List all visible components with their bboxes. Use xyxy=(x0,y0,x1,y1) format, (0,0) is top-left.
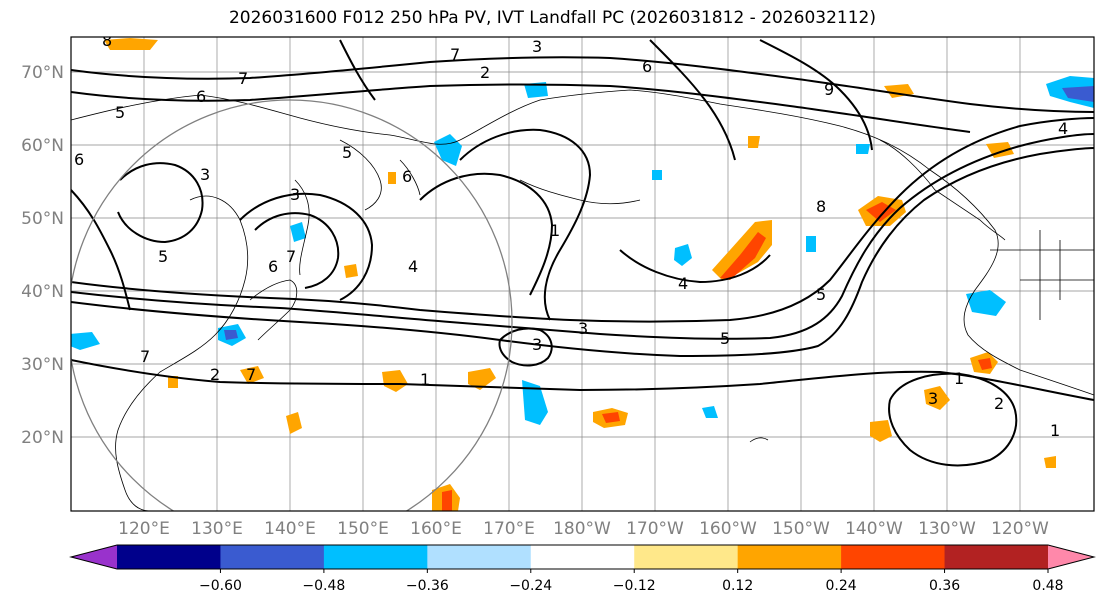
map-background xyxy=(71,37,1094,511)
contour-label: 4 xyxy=(408,257,418,276)
colorbar-tick-label: −0.48 xyxy=(302,578,345,594)
contour-label: 2 xyxy=(210,365,220,384)
map-border xyxy=(70,36,1095,512)
contour-label: 6 xyxy=(402,167,412,186)
lon-label: 130°W xyxy=(918,519,976,539)
contour-label: 7 xyxy=(140,347,150,366)
lat-label: 20°N xyxy=(21,428,64,448)
contour-label: 1 xyxy=(550,221,560,240)
colorbar-cell xyxy=(634,545,739,569)
colorbar-cell xyxy=(323,545,428,569)
lat-label: 40°N xyxy=(21,282,64,302)
contour-label: 1 xyxy=(1050,421,1060,440)
contour-label: 5 xyxy=(720,329,730,348)
colorbar-cell xyxy=(427,545,532,569)
colorbar-cell xyxy=(944,545,1049,569)
colorbar: −0.60 −0.48 −0.36 −0.24 −0.12 0.12 0.24 0.36 0.4… xyxy=(69,544,1096,594)
contour-label: 1 xyxy=(420,370,430,389)
pv-contours xyxy=(71,39,1094,467)
lon-label: 170°E xyxy=(483,519,535,539)
contour-label: 3 xyxy=(578,319,588,338)
colorbar-extend-high xyxy=(1048,545,1094,569)
ivt-shading xyxy=(71,38,1094,511)
lon-label: 160°W xyxy=(699,519,757,539)
longitude-labels: 120°E 130°E 140°E 150°E 160°E 170°E 180°… xyxy=(118,519,1049,539)
lon-label: 130°E xyxy=(191,519,243,539)
colorbar-tick-label: −0.36 xyxy=(406,578,449,594)
lon-label: 170°W xyxy=(626,519,684,539)
contour-label: 3 xyxy=(532,37,542,56)
lat-label: 60°N xyxy=(21,136,64,156)
lat-label: 50°N xyxy=(21,209,64,229)
contour-label: 8 xyxy=(816,197,826,216)
contour-label: 3 xyxy=(532,335,542,354)
contour-label: 8 xyxy=(102,31,112,50)
lon-label: 120°E xyxy=(118,519,170,539)
colorbar-cell xyxy=(220,545,325,569)
colorbar-tick-label: −0.24 xyxy=(509,578,552,594)
colorbar-cell xyxy=(530,545,635,569)
contour-label: 2 xyxy=(480,63,490,82)
contour-label: 6 xyxy=(268,257,278,276)
contour-label: 6 xyxy=(642,57,652,76)
contour-label: 7 xyxy=(246,365,256,384)
contour-labels: 8 7 6 5 6 5 3 7 6 3 5 6 2 3 3 7 6 9 4 8 … xyxy=(74,31,1068,440)
colorbar-tick-label: −0.60 xyxy=(199,578,242,594)
lat-label: 30°N xyxy=(21,355,64,375)
contour-label: 3 xyxy=(290,185,300,204)
contour-label: 5 xyxy=(342,143,352,162)
contour-label: 6 xyxy=(196,87,206,106)
lon-label: 180°W xyxy=(553,519,611,539)
colorbar-tick-label: 0.36 xyxy=(929,578,960,594)
lon-label: 150°E xyxy=(337,519,389,539)
colorbar-cell xyxy=(737,545,842,569)
colorbar-outline xyxy=(69,544,1096,570)
contour-label: 9 xyxy=(824,80,834,99)
lon-label: 140°E xyxy=(264,519,316,539)
contour-label: 7 xyxy=(286,247,296,266)
contour-label: 1 xyxy=(954,369,964,388)
lat-label: 70°N xyxy=(21,63,64,83)
colorbar-tick-label: −0.12 xyxy=(613,578,656,594)
contour-label: 5 xyxy=(816,285,826,304)
contour-label: 7 xyxy=(450,45,460,64)
gridlines xyxy=(71,37,1094,511)
lon-label: 150°W xyxy=(772,519,830,539)
colorbar-tick-label: 0.12 xyxy=(722,578,753,594)
contour-label: 4 xyxy=(1058,119,1068,138)
contour-label: 5 xyxy=(115,103,125,122)
colorbar-cell xyxy=(117,545,221,569)
contour-label: 3 xyxy=(200,165,210,184)
map-title: 2026031600 F012 250 hPa PV, IVT Landfall… xyxy=(228,8,876,28)
contour-label: 5 xyxy=(158,247,168,266)
landfall-region-circle xyxy=(71,99,513,511)
contour-label: 4 xyxy=(678,274,688,293)
contour-label: 6 xyxy=(74,150,84,169)
colorbar-tick-label: 0.48 xyxy=(1032,578,1063,594)
colorbar-tick-label: 0.24 xyxy=(826,578,857,594)
colorbar-cell xyxy=(841,545,946,569)
lon-label: 140°W xyxy=(845,519,903,539)
lon-label: 120°W xyxy=(991,519,1049,539)
contour-label: 2 xyxy=(994,394,1004,413)
latitude-labels: 70°N 60°N 50°N 40°N 30°N 20°N xyxy=(21,63,64,448)
contour-label: 7 xyxy=(238,69,248,88)
contour-label: 3 xyxy=(928,389,938,408)
lon-label: 160°E xyxy=(410,519,462,539)
colorbar-extend-low xyxy=(71,545,117,569)
